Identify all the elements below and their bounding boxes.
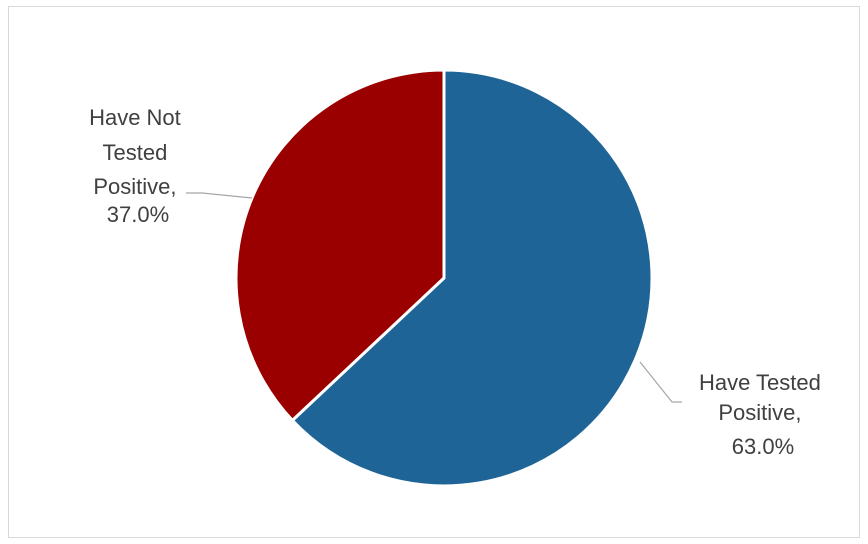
leader-lines	[186, 192, 682, 403]
pie-slice-have-not-tested-positive	[234, 68, 446, 422]
data-label-tested-positive: Have Tested Positive, 63.0%	[699, 370, 827, 459]
data-label-line: 63.0%	[732, 434, 794, 459]
pie-slices	[234, 68, 654, 488]
data-label-line: Positive,	[718, 400, 801, 425]
data-label-line: Have Not	[89, 105, 181, 130]
leader-line-not-tested-positive	[186, 192, 253, 199]
data-label-not-tested-positive: Have Not Tested Positive, 37.0%	[89, 105, 187, 227]
data-label-line: Tested	[103, 140, 168, 165]
data-label-line: Positive,	[93, 174, 176, 199]
pie-slice-have-tested-positive	[290, 68, 654, 488]
leader-line-tested-positive	[639, 361, 682, 403]
data-label-line: Have Tested	[699, 370, 821, 395]
data-label-line: 37.0%	[107, 202, 169, 227]
